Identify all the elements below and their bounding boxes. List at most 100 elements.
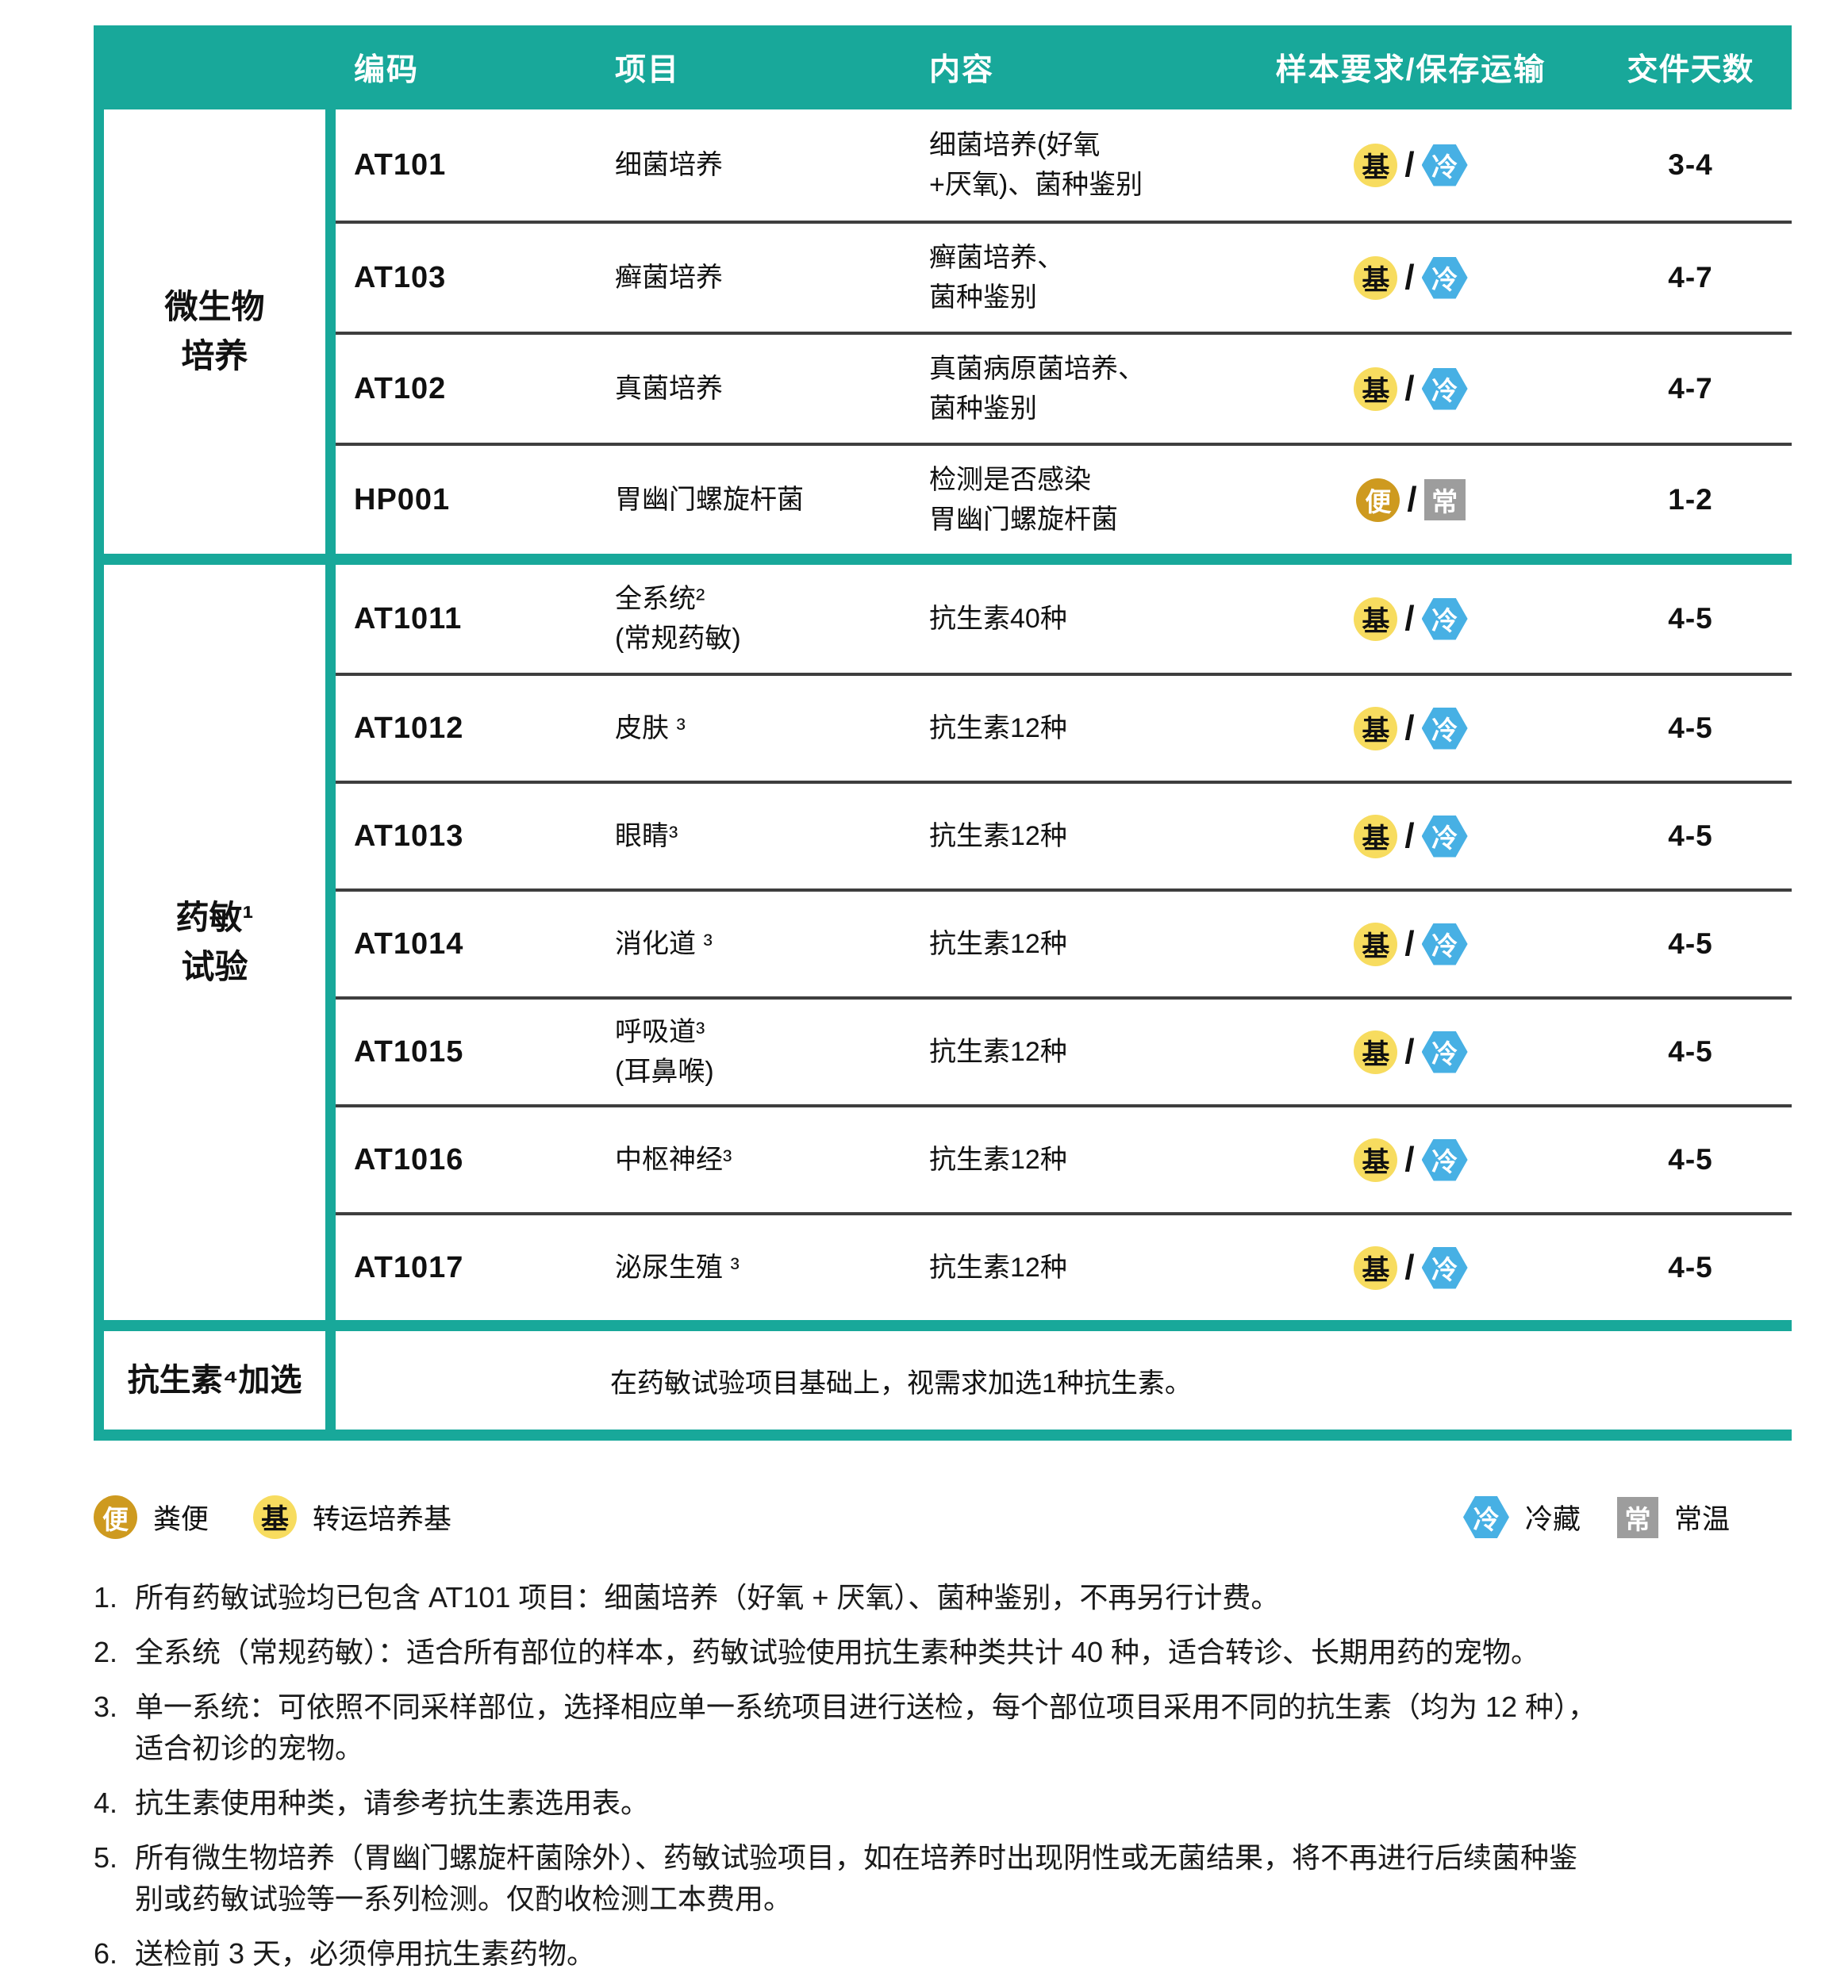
col-header-days: 交件天数 bbox=[1627, 53, 1754, 87]
footnote-number: 6. bbox=[94, 1937, 118, 1970]
cell-days: 4-5 bbox=[1589, 996, 1792, 1104]
cell-days: 3-4 bbox=[1589, 109, 1792, 221]
section-antibiotic-addon: 抗生素⁴加选 在药敏试验项目基础上，视需求加选1种抗生素。 bbox=[94, 1331, 1792, 1430]
slash-separator: / bbox=[1404, 369, 1415, 408]
cell-item: 全系统² (常规药敏) bbox=[590, 565, 915, 673]
cold-storage-badge-icon: 冷 bbox=[1421, 367, 1468, 410]
cell-code: AT1017 bbox=[336, 1212, 590, 1320]
transport-medium-badge-icon: 基 bbox=[1354, 814, 1398, 858]
cell-days: 4-5 bbox=[1589, 888, 1792, 996]
footnote: 2. 全系统（常规药敏）：适合所有部位的样本，药敏试验使用抗生素种类共计 40 … bbox=[94, 1632, 1792, 1673]
col-header-content: 内容 bbox=[929, 53, 995, 87]
legend-label: 冷藏 bbox=[1524, 1504, 1581, 1535]
cell-content: 抗生素12种 bbox=[915, 781, 1232, 888]
cell-sample: 基 / 冷 bbox=[1232, 781, 1589, 888]
cold-storage-badge-icon: 冷 bbox=[1421, 923, 1468, 965]
legend-label: 粪便 bbox=[153, 1504, 209, 1535]
footnote-text: 抗生素使用种类，请参考抗生素选用表。 bbox=[135, 1787, 650, 1819]
cell-item: 眼睛³ bbox=[590, 781, 915, 888]
section-divider bbox=[94, 1320, 1792, 1331]
slash-separator: / bbox=[1404, 145, 1415, 184]
cell-code: AT1015 bbox=[336, 996, 590, 1104]
footnote-number: 5. bbox=[94, 1841, 118, 1874]
footnote-number: 3. bbox=[94, 1691, 118, 1723]
cell-code: AT101 bbox=[336, 109, 590, 221]
legend-label: 常温 bbox=[1673, 1504, 1730, 1535]
cell-item: 呼吸道³ (耳鼻喉) bbox=[590, 996, 915, 1104]
slash-separator: / bbox=[1404, 1248, 1415, 1287]
cell-sample: 基 / 冷 bbox=[1232, 888, 1589, 996]
cell-sample: 基 / 冷 bbox=[1232, 673, 1589, 781]
cell-code: AT102 bbox=[336, 332, 590, 443]
slash-separator: / bbox=[1407, 480, 1417, 519]
footnote: 4. 抗生素使用种类，请参考抗生素选用表。 bbox=[94, 1783, 1792, 1824]
slash-separator: / bbox=[1404, 258, 1415, 297]
cell-code: AT1016 bbox=[336, 1104, 590, 1212]
cold-storage-badge-icon: 冷 bbox=[1421, 1138, 1468, 1181]
section-microbial-culture: 微生物 培养 AT101 细菌培养 细菌培养(好氧 +厌氧)、菌种鉴别 基 / … bbox=[94, 109, 1792, 554]
col-header-item: 项目 bbox=[615, 53, 681, 87]
cell-item: 胃幽门螺旋杆菌 bbox=[590, 443, 915, 554]
cell-content: 抗生素12种 bbox=[915, 996, 1232, 1104]
legend-label: 转运培养基 bbox=[313, 1504, 452, 1535]
footnote-text: 所有微生物培养（胃幽门螺旋杆菌除外）、药敏试验项目，如在培养时出现阴性或无菌结果… bbox=[135, 1841, 1578, 1915]
room-temp-badge-icon: 常 bbox=[1423, 479, 1466, 520]
feces-badge-icon: 便 bbox=[1356, 478, 1400, 522]
cold-storage-badge-icon: 冷 bbox=[1421, 597, 1468, 640]
col-header-sample: 样本要求/保存运输 bbox=[1275, 53, 1546, 87]
footnote-number: 4. bbox=[94, 1787, 118, 1819]
cold-storage-badge-icon: 冷 bbox=[1421, 815, 1468, 858]
cell-code: AT1013 bbox=[336, 781, 590, 888]
cell-content: 检测是否感染 胃幽门螺旋杆菌 bbox=[915, 443, 1232, 554]
cell-item: 真菌培养 bbox=[590, 332, 915, 443]
legend-right-group: 冷 冷藏 常 常温 bbox=[1462, 1496, 1730, 1538]
cell-sample: 基 / 冷 bbox=[1232, 565, 1589, 673]
footnote-text: 全系统（常规药敏）：适合所有部位的样本，药敏试验使用抗生素种类共计 40 种，适… bbox=[135, 1636, 1540, 1668]
cell-content: 抗生素12种 bbox=[915, 1104, 1232, 1212]
cell-code: AT1011 bbox=[336, 565, 590, 673]
cell-content: 真菌病原菌培养、 菌种鉴别 bbox=[915, 332, 1232, 443]
room-temp-badge-icon: 常 bbox=[1616, 1496, 1658, 1538]
footnote: 3. 单一系统：可依照不同采样部位，选择相应单一系统项目进行送检，每个部位项目采… bbox=[94, 1687, 1792, 1769]
footnote: 1. 所有药敏试验均已包含 AT101 项目：细菌培养（好氧 + 厌氧）、菌种鉴… bbox=[94, 1577, 1792, 1618]
transport-medium-badge-icon: 基 bbox=[253, 1495, 298, 1539]
transport-medium-badge-icon: 基 bbox=[1354, 143, 1398, 187]
cell-sample: 基 / 冷 bbox=[1232, 1212, 1589, 1320]
cell-sample: 便 / 常 bbox=[1232, 443, 1589, 554]
transport-medium-badge-icon: 基 bbox=[1354, 1030, 1398, 1074]
cold-storage-badge-icon: 冷 bbox=[1421, 1246, 1468, 1289]
section-divider bbox=[94, 554, 1792, 565]
cell-item: 细菌培养 bbox=[590, 109, 915, 221]
cell-content: 抗生素12种 bbox=[915, 1212, 1232, 1320]
footnotes: 1. 所有药敏试验均已包含 AT101 项目：细菌培养（好氧 + 厌氧）、菌种鉴… bbox=[94, 1577, 1792, 1988]
footnote: 5. 所有微生物培养（胃幽门螺旋杆菌除外）、药敏试验项目，如在培养时出现阴性或无… bbox=[94, 1837, 1792, 1920]
transport-medium-badge-icon: 基 bbox=[1354, 367, 1398, 411]
microbiology-test-table: 编码 项目 内容 样本要求/保存运输 交件天数 微生物 培养 AT101 细菌培… bbox=[94, 25, 1792, 1441]
col-header-code: 编码 bbox=[354, 53, 420, 87]
slash-separator: / bbox=[1404, 924, 1415, 963]
cell-item: 消化道 ³ bbox=[590, 888, 915, 996]
category-label: 抗生素⁴加选 bbox=[94, 1331, 336, 1430]
slash-separator: / bbox=[1404, 1140, 1415, 1179]
transport-medium-badge-icon: 基 bbox=[1354, 922, 1398, 966]
category-label: 药敏¹ 试验 bbox=[94, 565, 336, 1320]
cold-storage-badge-icon: 冷 bbox=[1421, 144, 1468, 186]
cell-sample: 基 / 冷 bbox=[1232, 1104, 1589, 1212]
legend-item-room-temp: 常 常温 bbox=[1616, 1496, 1730, 1538]
slash-separator: / bbox=[1404, 816, 1415, 855]
cell-days: 1-2 bbox=[1589, 443, 1792, 554]
footnote-text: 送检前 3 天，必须停用抗生素药物。 bbox=[135, 1937, 596, 1970]
cell-code: AT103 bbox=[336, 221, 590, 332]
cell-sample: 基 / 冷 bbox=[1232, 221, 1589, 332]
transport-medium-badge-icon: 基 bbox=[1354, 1245, 1398, 1290]
cell-code: AT1012 bbox=[336, 673, 590, 781]
header-category-spacer bbox=[94, 25, 336, 109]
slash-separator: / bbox=[1404, 599, 1415, 638]
cell-sample: 基 / 冷 bbox=[1232, 996, 1589, 1104]
table-bottom-border bbox=[94, 1430, 1792, 1441]
footnote-number: 2. bbox=[94, 1636, 118, 1668]
slash-separator: / bbox=[1404, 1032, 1415, 1071]
cell-content: 细菌培养(好氧 +厌氧)、菌种鉴别 bbox=[915, 109, 1232, 221]
section-antibiogram-tests: 药敏¹ 试验 AT1011 全系统² (常规药敏) 抗生素40种 基 / 冷 4… bbox=[94, 565, 1792, 1320]
